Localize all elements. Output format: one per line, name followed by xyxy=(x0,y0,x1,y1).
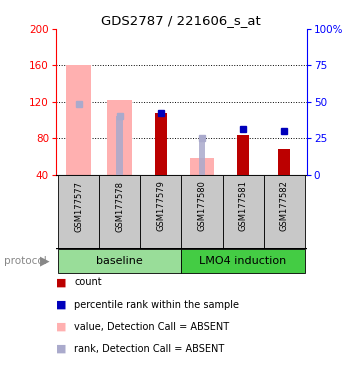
Text: GDS2787 / 221606_s_at: GDS2787 / 221606_s_at xyxy=(101,14,260,27)
Bar xyxy=(237,134,249,175)
Bar xyxy=(58,249,182,273)
Text: GSM177579: GSM177579 xyxy=(156,180,165,232)
Bar xyxy=(107,100,132,175)
Text: LMO4 induction: LMO4 induction xyxy=(200,256,287,266)
Text: count: count xyxy=(74,277,102,287)
Text: baseline: baseline xyxy=(96,256,143,266)
Bar xyxy=(222,175,264,248)
Text: GSM177580: GSM177580 xyxy=(197,180,206,232)
Text: GSM177581: GSM177581 xyxy=(239,180,248,232)
Text: GSM177577: GSM177577 xyxy=(74,180,83,232)
Text: percentile rank within the sample: percentile rank within the sample xyxy=(74,300,239,310)
Text: GSM177578: GSM177578 xyxy=(115,180,124,232)
Bar xyxy=(116,116,123,175)
Bar xyxy=(155,113,166,175)
Bar xyxy=(99,175,140,248)
Bar xyxy=(182,249,305,273)
Text: GSM177582: GSM177582 xyxy=(280,180,289,232)
Bar xyxy=(190,158,214,175)
Text: ■: ■ xyxy=(56,300,66,310)
Text: value, Detection Call = ABSENT: value, Detection Call = ABSENT xyxy=(74,322,229,332)
Bar xyxy=(182,175,222,248)
Bar xyxy=(199,138,205,175)
Bar xyxy=(264,175,305,248)
Text: protocol: protocol xyxy=(4,256,46,266)
Bar xyxy=(278,149,290,175)
Bar xyxy=(58,175,99,248)
Text: rank, Detection Call = ABSENT: rank, Detection Call = ABSENT xyxy=(74,344,224,354)
Text: ▶: ▶ xyxy=(40,254,50,267)
Text: ■: ■ xyxy=(56,344,66,354)
Text: ■: ■ xyxy=(56,322,66,332)
Bar xyxy=(66,65,91,175)
Text: ■: ■ xyxy=(56,277,66,287)
Bar xyxy=(140,175,182,248)
